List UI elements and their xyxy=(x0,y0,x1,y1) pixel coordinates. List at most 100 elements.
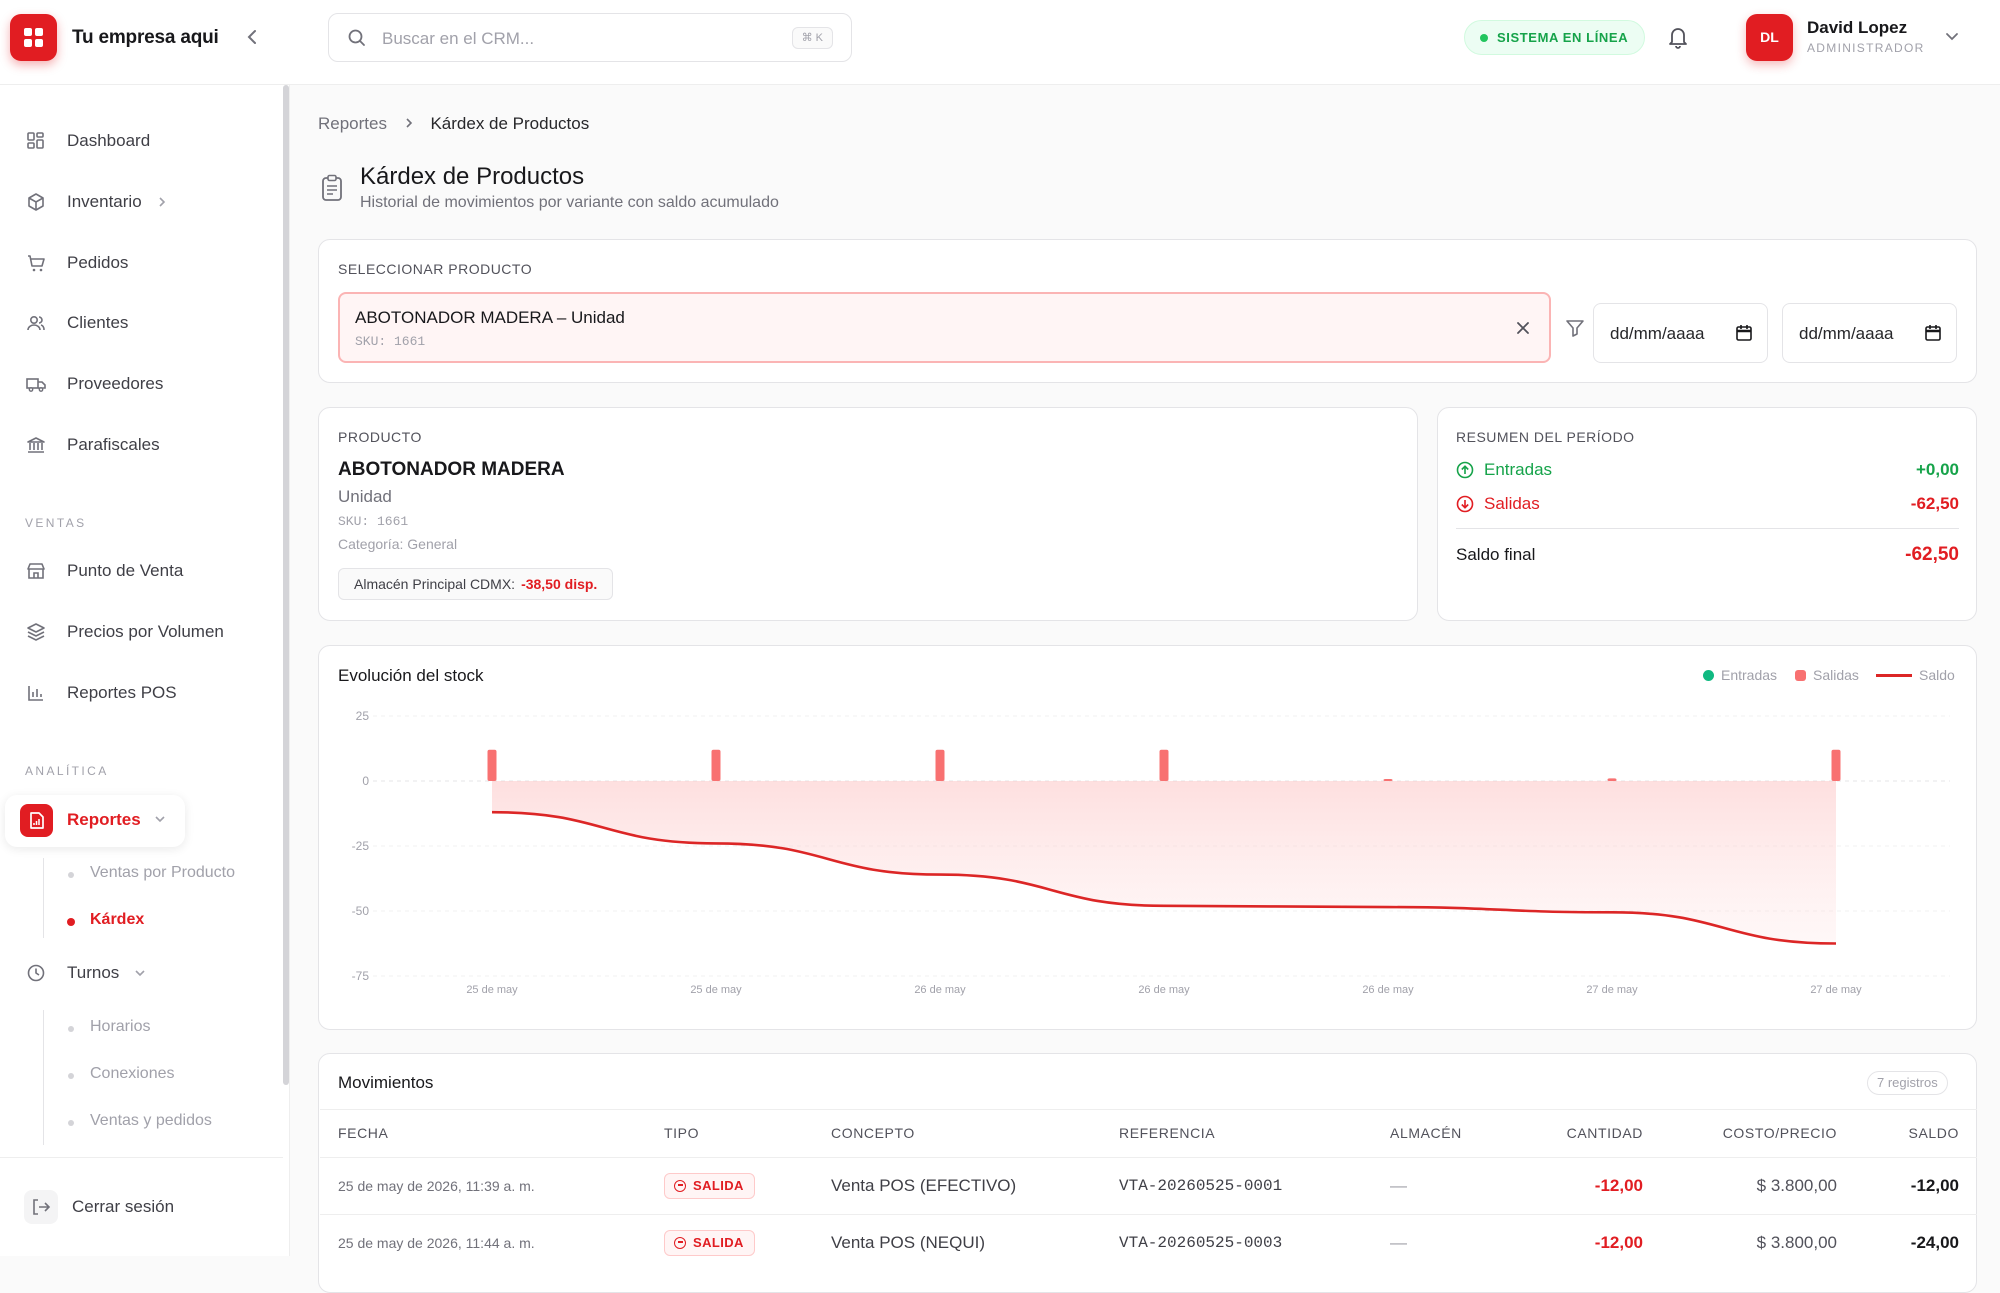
salidas-bar xyxy=(1383,779,1393,781)
user-name[interactable]: David Lopez xyxy=(1807,18,1908,37)
sidebar-item-label: Reportes xyxy=(67,810,141,829)
sidebar-subitem-ventas-por-producto[interactable]: Ventas por Producto xyxy=(68,864,235,881)
sidebar-item-label: Precios por Volumen xyxy=(67,622,224,641)
legend-salidas: Salidas xyxy=(1795,667,1859,683)
notifications-bell-icon[interactable] xyxy=(1665,24,1691,50)
top-bar: Tu empresa aqui Buscar en el CRM... ⌘ K … xyxy=(0,0,2000,85)
avatar[interactable]: DL xyxy=(1746,14,1793,61)
selected-product-name: ABOTONADOR MADERA – Unidad xyxy=(355,308,625,327)
warehouse-available: -38,50 disp. xyxy=(521,576,598,592)
sidebar-item-label: Dashboard xyxy=(67,131,151,150)
salidas-bar xyxy=(1607,778,1617,781)
sidebar-subitem-conexiones[interactable]: Conexiones xyxy=(68,1065,175,1082)
submenu-line xyxy=(43,858,44,938)
divider xyxy=(1456,528,1959,529)
sidebar-item-turnos[interactable]: Turnos xyxy=(26,958,147,988)
sidebar-subitem-ventas-y-pedidos[interactable]: Ventas y pedidos xyxy=(68,1112,212,1129)
sidebar-item-precios-por-volumen[interactable]: Precios por Volumen xyxy=(26,617,224,647)
product-select-field[interactable]: ABOTONADOR MADERA – Unidad SKU: 1661 xyxy=(338,292,1551,363)
section-ventas-label: VENTAS xyxy=(25,516,87,530)
sidebar-item-clientes[interactable]: Clientes xyxy=(26,308,128,338)
breadcrumb-parent[interactable]: Reportes xyxy=(318,114,387,133)
cell-referencia[interactable]: VTA-20260525-0003 xyxy=(1119,1234,1283,1252)
date-to-input[interactable]: dd/mm/aaaa xyxy=(1782,303,1957,363)
clipboard-icon xyxy=(322,174,342,201)
cell-costo: $ 3.800,00 xyxy=(1756,1176,1837,1195)
salidas-label: Salidas xyxy=(1484,494,1540,513)
chevron-right-icon xyxy=(406,118,412,128)
selected-product-sku: SKU: 1661 xyxy=(355,334,426,349)
sidebar-subitem-kardex[interactable]: Kárdex xyxy=(66,911,145,928)
calendar-icon[interactable] xyxy=(1735,324,1753,342)
stock-chart: 25 0 -25 -50 -75 25 de may 25 de may 26 de may 2… xyxy=(352,709,1950,996)
app-logo-icon[interactable] xyxy=(10,14,57,61)
logout-icon[interactable] xyxy=(24,1190,58,1224)
users-icon xyxy=(27,315,45,331)
col-header-costo[interactable]: COSTO/PRECIO xyxy=(1722,1125,1837,1141)
sidebar-item-label: Pedidos xyxy=(67,253,129,272)
breadcrumb-current: Kárdex de Productos xyxy=(430,114,590,133)
saldo-series-line xyxy=(491,810,1837,945)
col-header-concepto[interactable]: CONCEPTO xyxy=(831,1125,915,1141)
x-tick-label: 27 de may xyxy=(1810,984,1862,996)
cell-referencia[interactable]: VTA-20260525-0001 xyxy=(1119,1177,1283,1195)
search-bar[interactable]: Buscar en el CRM... ⌘ K xyxy=(328,13,852,62)
selector-label: SELECCIONAR PRODUCTO xyxy=(338,261,533,277)
sidebar-item-inventario[interactable]: Inventario xyxy=(26,187,168,217)
cell-almacen: — xyxy=(1390,1233,1407,1252)
divider xyxy=(0,1157,283,1158)
divider xyxy=(320,1214,1977,1215)
clear-icon[interactable] xyxy=(1515,320,1531,336)
sidebar-scrollbar[interactable] xyxy=(283,85,289,1085)
x-tick-label: 27 de may xyxy=(1586,984,1638,996)
salidas-value: -62,50 xyxy=(1910,494,1959,513)
x-tick-label: 26 de may xyxy=(914,984,966,996)
legend-saldo: Saldo xyxy=(1876,667,1955,683)
summary-entradas-row: Entradas +0,00 xyxy=(1456,460,1959,480)
cell-concepto: Venta POS (EFECTIVO) xyxy=(831,1176,1017,1195)
x-tick-label: 25 de may xyxy=(690,984,742,996)
cell-cantidad: -12,00 xyxy=(1594,1233,1643,1252)
col-header-tipo[interactable]: TIPO xyxy=(664,1125,700,1141)
user-role: ADMINISTRADOR xyxy=(1807,41,1925,55)
submenu-line xyxy=(43,1010,44,1145)
chevron-down-icon[interactable] xyxy=(1944,28,1960,44)
col-header-cantidad[interactable]: CANTIDAD xyxy=(1566,1125,1643,1141)
divider xyxy=(320,1109,1977,1110)
sidebar-item-proveedores[interactable]: Proveedores xyxy=(26,369,163,399)
sidebar-item-pedidos[interactable]: Pedidos xyxy=(26,248,128,278)
y-tick-label: 0 xyxy=(362,774,369,788)
collapse-sidebar-icon[interactable] xyxy=(242,26,264,48)
filter-icon[interactable] xyxy=(1565,318,1585,338)
box-icon xyxy=(28,193,44,211)
date-from-input[interactable]: dd/mm/aaaa xyxy=(1593,303,1768,363)
sidebar-item-parafiscales[interactable]: Parafiscales xyxy=(26,430,160,460)
search-icon xyxy=(348,29,365,46)
section-analitica-label: ANALÍTICA xyxy=(25,764,109,778)
x-tick-label: 25 de may xyxy=(466,984,518,996)
dashboard-icon xyxy=(27,132,44,149)
x-tick-label: 26 de may xyxy=(1362,984,1414,996)
col-header-saldo[interactable]: SALDO xyxy=(1908,1125,1959,1141)
col-header-fecha[interactable]: FECHA xyxy=(338,1125,389,1141)
truck-icon xyxy=(26,378,46,392)
summary-saldo-row: Saldo final -62,50 xyxy=(1456,544,1959,566)
sidebar-item-label: Proveedores xyxy=(67,374,164,393)
type-badge: SALIDA xyxy=(664,1173,755,1199)
legend-entradas: Entradas xyxy=(1703,667,1777,683)
salidas-bar xyxy=(487,749,497,781)
date-from-value: dd/mm/aaaa xyxy=(1610,324,1705,343)
page-subtitle: Historial de movimientos por variante co… xyxy=(360,194,779,211)
col-header-almacen[interactable]: ALMACÉN xyxy=(1390,1125,1462,1141)
sidebar-subitem-horarios[interactable]: Horarios xyxy=(67,1018,151,1035)
logout-button[interactable]: Cerrar sesión xyxy=(72,1197,175,1216)
cell-saldo: -24,00 xyxy=(1910,1233,1959,1252)
sidebar-item-punto-de-venta[interactable]: Punto de Venta xyxy=(26,556,183,586)
sidebar-item-dashboard[interactable]: Dashboard xyxy=(26,126,150,156)
search-input[interactable]: Buscar en el CRM... xyxy=(382,29,535,48)
date-to-value: dd/mm/aaaa xyxy=(1799,324,1894,343)
cell-almacen: — xyxy=(1390,1176,1407,1195)
calendar-icon[interactable] xyxy=(1924,324,1942,342)
sidebar-item-reportes-pos[interactable]: Reportes POS xyxy=(26,678,177,708)
col-header-referencia[interactable]: REFERENCIA xyxy=(1119,1125,1216,1141)
